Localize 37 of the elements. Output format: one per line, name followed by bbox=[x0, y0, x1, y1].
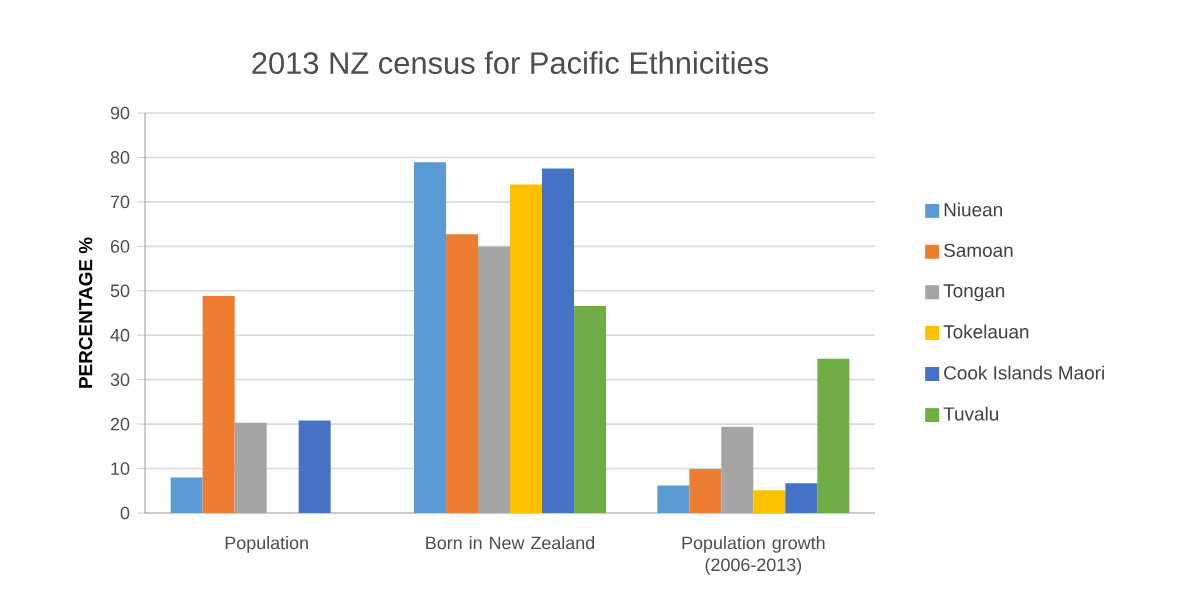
legend-label: Tongan bbox=[943, 284, 1005, 302]
bar bbox=[414, 162, 447, 513]
y-tick-label: 40 bbox=[110, 328, 130, 342]
x-tick-label: Population bbox=[225, 536, 308, 553]
bar bbox=[574, 305, 607, 513]
bar bbox=[234, 422, 267, 513]
bar bbox=[721, 426, 754, 513]
legend-label: Samoan bbox=[944, 243, 1013, 258]
bar bbox=[753, 490, 786, 513]
y-tick-label: 0 bbox=[120, 506, 130, 520]
y-axis-title: PERCENTAGE % bbox=[78, 237, 93, 388]
y-tick-label: 30 bbox=[110, 373, 130, 387]
bar bbox=[170, 477, 203, 513]
y-tick-label: 10 bbox=[111, 462, 130, 475]
y-tick-label: 50 bbox=[110, 284, 130, 298]
bar bbox=[689, 469, 722, 513]
bar bbox=[298, 420, 331, 513]
legend-label: Tuvalu bbox=[943, 406, 999, 421]
chart-title: 2013 NZ census for Pacific Ethnicities bbox=[252, 51, 769, 75]
bar bbox=[478, 246, 511, 513]
bar bbox=[817, 358, 850, 513]
x-tick-label: Population growth (2006-2013) bbox=[682, 536, 825, 575]
bar bbox=[202, 296, 235, 513]
bar bbox=[785, 483, 818, 513]
y-tick-label: 70 bbox=[110, 195, 130, 209]
legend-label: Niuean bbox=[944, 202, 1002, 217]
bar bbox=[657, 485, 690, 513]
y-tick-label: 60 bbox=[110, 239, 130, 253]
legend-label: Tokelauan bbox=[943, 324, 1029, 339]
bar bbox=[542, 168, 575, 513]
legend-label: Cook Islands Maori bbox=[944, 365, 1104, 380]
y-tick-label: 90 bbox=[110, 106, 130, 120]
x-tick-label: Born in New Zealand bbox=[426, 536, 595, 550]
bar bbox=[510, 184, 543, 513]
y-tick-label: 80 bbox=[110, 151, 130, 164]
y-tick-label: 20 bbox=[110, 417, 130, 431]
bar bbox=[446, 234, 479, 513]
